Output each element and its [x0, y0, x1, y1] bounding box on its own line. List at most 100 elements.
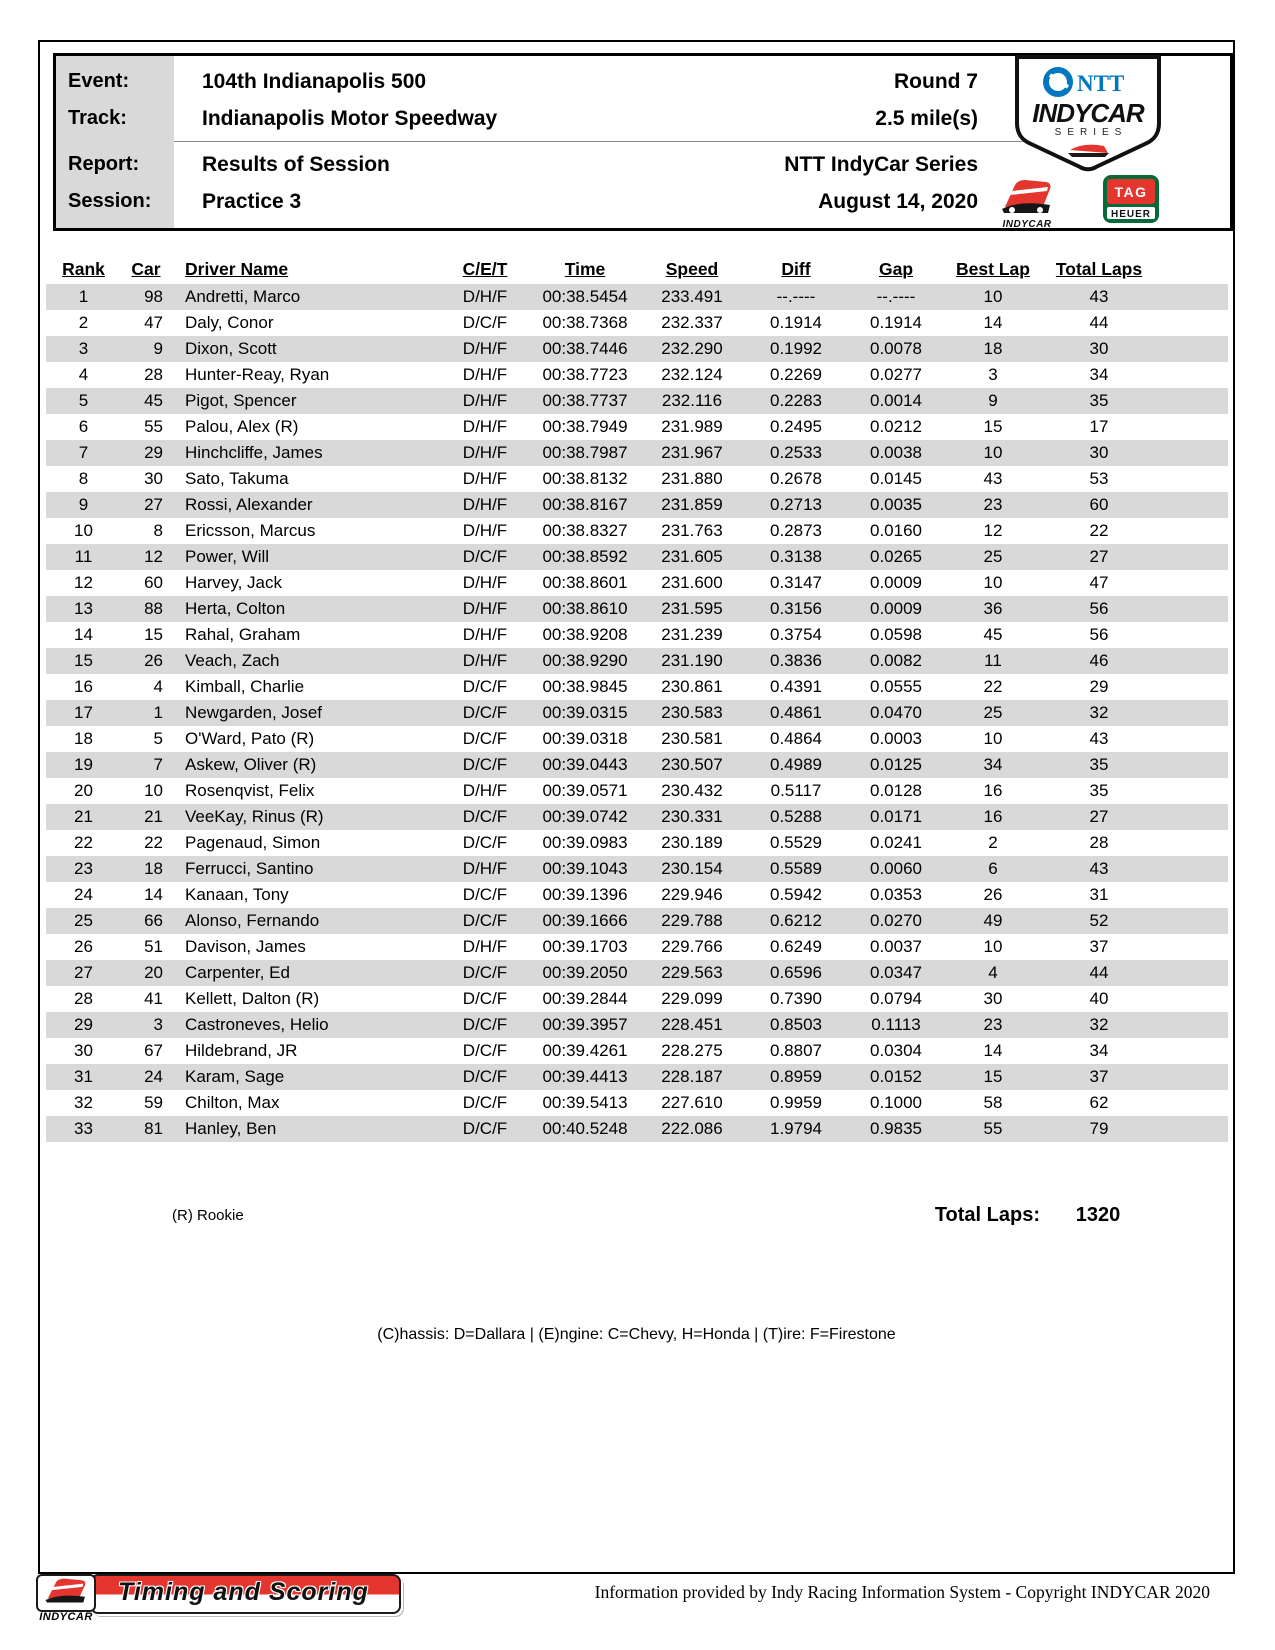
cell-gap: 0.0241	[870, 833, 922, 852]
cell-rank: 10	[74, 521, 93, 540]
cell-rank: 3	[78, 339, 89, 358]
cell-filler	[1157, 544, 1228, 570]
banner-text: Timing and Scoring	[118, 1578, 369, 1606]
cell-driver-name: Rosenqvist, Felix	[185, 781, 315, 800]
table-row: 5 45 Pigot, Spencer D/H/F 00:38.7737 232.116 0…	[46, 388, 1228, 414]
cell-gap: 0.0128	[870, 781, 922, 800]
copyright-text: Information provided by Indy Racing Info…	[594, 1582, 1210, 1602]
cell-gap: 0.0038	[870, 443, 922, 462]
cell-speed: 230.583	[661, 703, 723, 722]
column-header-gap: Gap	[878, 258, 914, 279]
cell-time: 00:39.4413	[542, 1067, 628, 1086]
cell-car: 67	[144, 1041, 163, 1060]
cell-cet: D/H/F	[462, 391, 508, 410]
results-table: Rank Car Driver Name C/E/T Time Speed Di…	[46, 254, 1228, 1142]
column-header-time: Time	[564, 258, 606, 279]
cell-cet: D/C/F	[462, 1067, 508, 1086]
column-header-diff: Diff	[781, 258, 811, 279]
cell-car: 14	[144, 885, 163, 904]
cell-cet: D/C/F	[462, 989, 508, 1008]
cell-car: 66	[144, 911, 163, 930]
cell-speed: 227.610	[661, 1093, 723, 1112]
cell-time: 00:39.0571	[542, 781, 628, 800]
cell-time: 00:39.0443	[542, 755, 628, 774]
table-row: 29 3 Castroneves, Helio D/C/F 00:39.3957 228.…	[46, 1012, 1228, 1038]
cell-rank: 4	[78, 365, 89, 384]
table-row: 14 15 Rahal, Graham D/H/F 00:38.9208 231.239 0…	[46, 622, 1228, 648]
date-value: August 14, 2020	[818, 189, 978, 213]
cell-rank: 23	[74, 859, 93, 878]
cell-diff: 0.8959	[770, 1067, 822, 1086]
cell-cet: D/C/F	[462, 1015, 508, 1034]
cell-car: 28	[144, 365, 163, 384]
cell-gap: 0.1000	[870, 1093, 922, 1112]
cell-gap: 0.0037	[870, 937, 922, 956]
cell-total-laps: 22	[1089, 521, 1109, 540]
cell-filler	[1157, 726, 1228, 752]
cell-driver-name: Davison, James	[185, 937, 306, 956]
cell-total-laps: 27	[1089, 807, 1109, 826]
indycar-logo-text: INDYCAR	[1002, 219, 1051, 230]
cell-cet: D/C/F	[462, 313, 508, 332]
cell-diff: --.----	[776, 287, 816, 306]
cell-driver-name: Rossi, Alexander	[185, 495, 313, 514]
cell-diff: 0.3147	[770, 573, 822, 592]
cell-total-laps: 79	[1089, 1119, 1109, 1138]
cell-speed: 231.989	[661, 417, 723, 436]
cell-best-lap: 45	[983, 625, 1003, 644]
cell-rank: 14	[74, 625, 93, 644]
cell-filler	[1157, 1012, 1228, 1038]
cell-total-laps: 56	[1089, 625, 1109, 644]
cell-diff: 0.2495	[770, 417, 822, 436]
cell-time: 00:38.9845	[542, 677, 628, 696]
cell-diff: 0.3754	[770, 625, 822, 644]
cell-car: 88	[144, 599, 163, 618]
cell-speed: 229.563	[661, 963, 723, 982]
cell-filler	[1157, 778, 1228, 804]
cell-filler	[1157, 518, 1228, 544]
cell-car: 7	[153, 755, 163, 774]
cell-speed: 231.605	[661, 547, 723, 566]
cell-rank: 31	[74, 1067, 93, 1086]
cell-diff: 0.5942	[770, 885, 822, 904]
results-body: 1 98 Andretti, Marco D/H/F 00:38.5454 233.491…	[46, 284, 1228, 1142]
cell-filler	[1157, 388, 1228, 414]
cell-filler	[1157, 414, 1228, 440]
cell-filler	[1157, 960, 1228, 986]
banner-logo-box	[36, 1574, 96, 1612]
cell-rank: 25	[74, 911, 93, 930]
cell-best-lap: 16	[983, 781, 1003, 800]
cell-time: 00:39.3957	[542, 1015, 628, 1034]
session-value: Practice 3	[202, 189, 302, 213]
cell-best-lap: 26	[983, 885, 1003, 904]
cell-diff: 0.2533	[770, 443, 822, 462]
cell-cet: D/H/F	[462, 599, 508, 618]
header-row-track: Track: Indianapolis Motor Speedway 2.5 m…	[56, 100, 1230, 137]
cell-total-laps: 43	[1089, 729, 1109, 748]
cell-rank: 19	[74, 755, 93, 774]
table-row: 25 66 Alonso, Fernando D/C/F 00:39.1666 229.7…	[46, 908, 1228, 934]
cell-diff: 0.7390	[770, 989, 822, 1008]
indycar-car-body-icon	[1005, 180, 1051, 209]
cell-car: 29	[144, 443, 163, 462]
cell-speed: 229.766	[661, 937, 723, 956]
cell-speed: 230.507	[661, 755, 723, 774]
cell-gap: 0.0078	[870, 339, 922, 358]
cell-car: 55	[144, 417, 163, 436]
cell-driver-name: Carpenter, Ed	[185, 963, 290, 982]
total-laps-value: 1320	[1075, 1203, 1121, 1226]
cell-filler	[1157, 596, 1228, 622]
cell-gap: 0.0277	[870, 365, 922, 384]
event-label: Event:	[68, 70, 130, 92]
cell-cet: D/H/F	[462, 495, 508, 514]
banner-car-icon	[45, 1578, 86, 1603]
cell-best-lap: 3	[988, 365, 998, 384]
cell-driver-name: Veach, Zach	[185, 651, 280, 670]
cell-car: 8	[153, 521, 163, 540]
cell-cet: D/C/F	[462, 1093, 508, 1112]
cell-gap: 0.0145	[870, 469, 922, 488]
cell-filler	[1157, 1090, 1228, 1116]
cell-driver-name: VeeKay, Rinus (R)	[185, 807, 324, 826]
cell-best-lap: 55	[983, 1119, 1003, 1138]
